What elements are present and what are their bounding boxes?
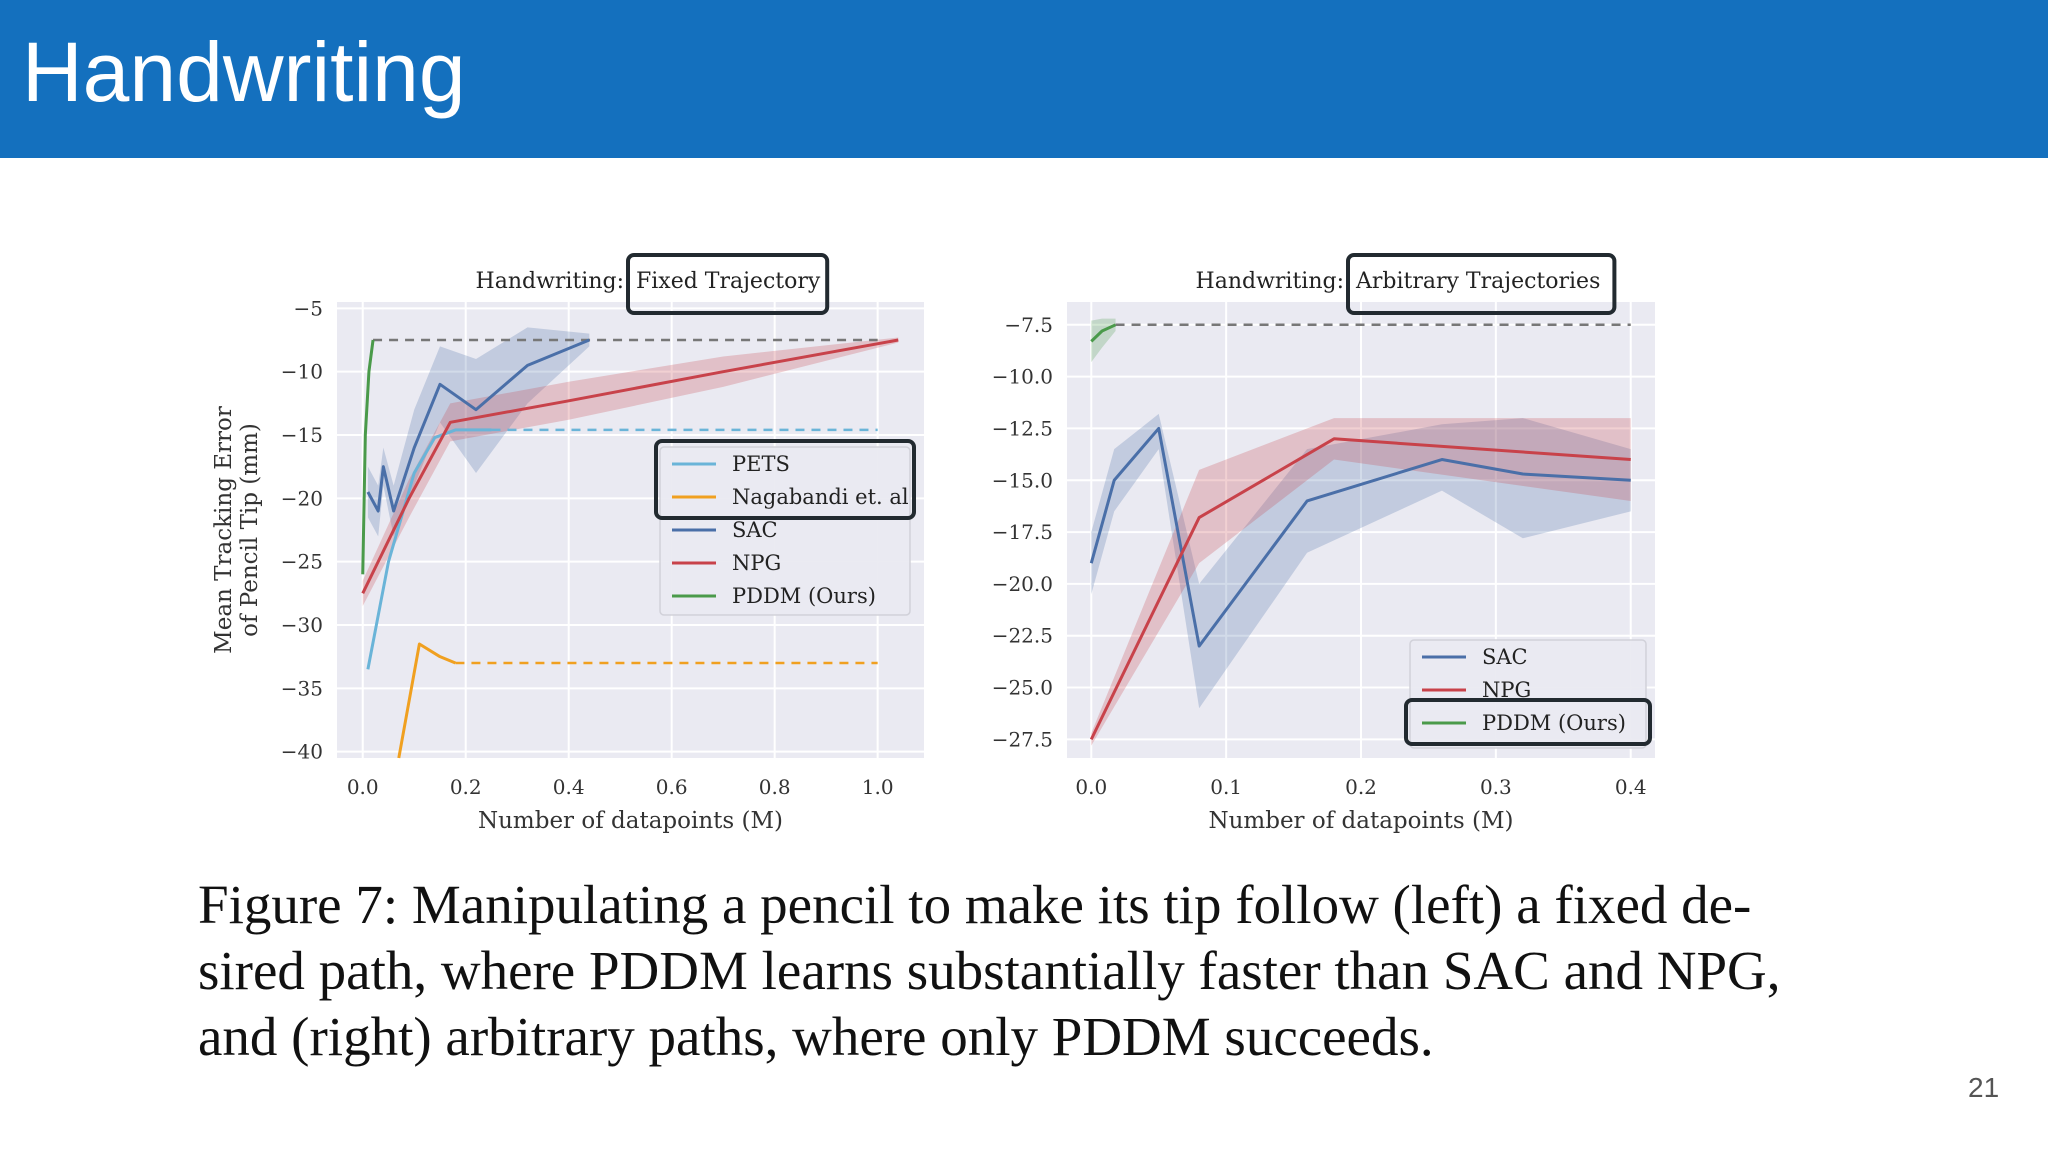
x-axis-label: Number of datapoints (M) <box>478 808 783 834</box>
legend-entry: PDDM (Ours) <box>1482 711 1626 735</box>
x-tick-label: 0.4 <box>553 775 585 799</box>
chart-title-highlight: Arbitrary Trajectories <box>1355 269 1600 294</box>
y-tick-label: −10.0 <box>992 365 1053 389</box>
y-tick-label: −10 <box>281 360 323 384</box>
legend-box <box>1409 639 1647 749</box>
series-line <box>361 339 375 575</box>
series-line <box>366 428 492 670</box>
legend-highlight-box <box>654 439 916 520</box>
slide-title: Handwriting <box>22 25 466 119</box>
y-tick-label: −40 <box>281 740 323 764</box>
legend-highlight-box <box>1404 698 1652 746</box>
x-tick-label: 0.2 <box>450 775 482 799</box>
x-tick-label: 0.1 <box>1210 775 1242 799</box>
y-tick-label: −15.0 <box>992 468 1053 492</box>
chart-2: 0.0 0.1 0.2 0.3 0.4 −7.5 −10.0 −12.5 −15.0 −17.5 −… <box>992 253 1655 834</box>
chart-title-prefix: Handwriting: <box>1196 269 1344 294</box>
y-tick-label: −17.5 <box>992 520 1053 544</box>
title-highlight-box <box>1346 253 1617 315</box>
series-line <box>1089 426 1631 648</box>
y-tick-label: −30 <box>281 613 323 637</box>
confidence-band <box>1091 318 1116 363</box>
y-tick-label: −27.5 <box>992 727 1053 751</box>
y-tick-label: −25.0 <box>992 676 1053 700</box>
chart-title-highlight: Fixed Trajectory <box>636 269 821 294</box>
x-tick-label: 1.0 <box>862 775 894 799</box>
series-line <box>366 338 590 513</box>
x-tick-label: 0.4 <box>1615 775 1647 799</box>
series-line <box>1090 323 1117 343</box>
y-tick-label: −22.5 <box>992 624 1053 648</box>
legend-entry: NPG <box>732 551 781 575</box>
series-line <box>361 338 899 594</box>
y-tick-label: −5 <box>294 296 323 320</box>
y-axis-label: Mean Tracking Error <box>211 406 237 654</box>
x-tick-label: 0.3 <box>1480 775 1512 799</box>
confidence-band <box>1091 418 1631 746</box>
y-tick-label: −20.0 <box>992 572 1053 596</box>
caption-text: Manipulating a pencil to make its tip fo… <box>198 874 1781 1067</box>
y-tick-label: −12.5 <box>992 416 1053 440</box>
y-tick-label: −25 <box>281 550 323 574</box>
legend-box <box>659 446 911 616</box>
figure-caption: Figure 7: Manipulating a pencil to make … <box>198 872 1918 1070</box>
x-tick-label: 0.0 <box>1075 775 1107 799</box>
x-tick-label: 0.8 <box>759 775 791 799</box>
y-tick-label: −7.5 <box>1004 313 1053 337</box>
caption-label: Figure 7: <box>198 874 399 935</box>
chart-1: 0.0 0.2 0.4 0.6 0.8 1.0 −5 −10 −15 −20 −25 −30 −35 −4… <box>211 253 924 834</box>
title-highlight-box <box>626 253 830 315</box>
legend-entry: PETS <box>732 452 790 476</box>
legend-entry: Nagabandi et. al <box>732 485 909 509</box>
confidence-band <box>362 337 899 606</box>
y-tick-label: −35 <box>281 676 323 700</box>
legend-entry: SAC <box>1482 645 1528 669</box>
legend-entry: PDDM (Ours) <box>732 584 876 608</box>
y-tick-label: −15 <box>281 423 323 447</box>
x-tick-label: 0.2 <box>1345 775 1377 799</box>
x-axis-label: Number of datapoints (M) <box>1208 808 1513 834</box>
page-number: 21 <box>1968 1072 2000 1103</box>
x-tick-label: 0.6 <box>656 775 688 799</box>
series-line <box>1089 437 1631 741</box>
y-axis-label: of Pencil Tip (mm) <box>237 423 263 637</box>
series-line <box>397 642 456 759</box>
chart-title-prefix: Handwriting: <box>476 269 624 294</box>
x-tick-label: 0.0 <box>347 775 379 799</box>
header-bar: Handwriting <box>0 0 2048 158</box>
y-tick-label: −20 <box>281 486 323 510</box>
legend-entry: SAC <box>732 518 778 542</box>
confidence-band <box>367 327 590 537</box>
confidence-band <box>1091 413 1631 709</box>
